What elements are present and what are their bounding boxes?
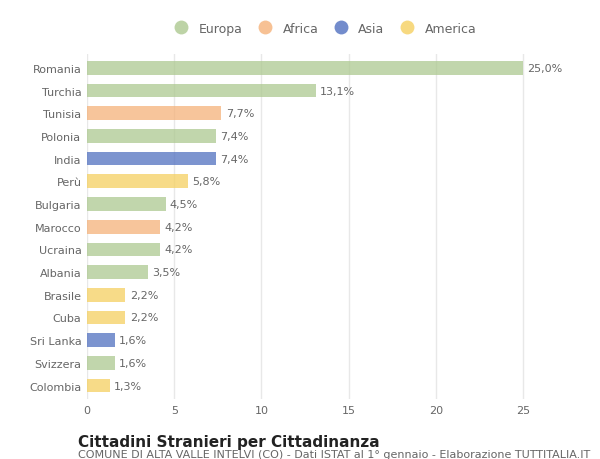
Bar (87, 62, 523, 75)
Bar (87, 107, 221, 121)
Bar (87, 198, 166, 211)
Bar (87, 220, 160, 234)
Text: 1,3%: 1,3% (114, 381, 142, 391)
Bar (87, 356, 115, 370)
Legend: Europa, Africa, Asia, America: Europa, Africa, Asia, America (166, 20, 479, 38)
Bar (87, 334, 115, 347)
Bar (87, 84, 316, 98)
Text: COMUNE DI ALTA VALLE INTELVI (CO) - Dati ISTAT al 1° gennaio - Elaborazione TUTT: COMUNE DI ALTA VALLE INTELVI (CO) - Dati… (78, 449, 590, 459)
Bar (87, 288, 125, 302)
Text: 4,2%: 4,2% (164, 222, 193, 232)
Bar (87, 243, 160, 257)
Bar (87, 266, 148, 279)
Bar (87, 175, 188, 189)
Text: Cittadini Stranieri per Cittadinanza: Cittadini Stranieri per Cittadinanza (78, 434, 380, 449)
Text: 3,5%: 3,5% (152, 268, 181, 278)
Text: 2,2%: 2,2% (130, 290, 158, 300)
Bar (87, 379, 110, 392)
Text: 7,7%: 7,7% (226, 109, 254, 119)
Text: 4,2%: 4,2% (164, 245, 193, 255)
Text: 7,4%: 7,4% (220, 154, 249, 164)
Text: 4,5%: 4,5% (170, 200, 198, 210)
Text: 1,6%: 1,6% (119, 358, 148, 368)
Text: 5,8%: 5,8% (193, 177, 221, 187)
Text: 2,2%: 2,2% (130, 313, 158, 323)
Text: 1,6%: 1,6% (119, 336, 148, 346)
Bar (87, 152, 216, 166)
Text: 13,1%: 13,1% (320, 86, 355, 96)
Bar (87, 130, 216, 143)
Bar (87, 311, 125, 325)
Text: 7,4%: 7,4% (220, 132, 249, 142)
Text: 25,0%: 25,0% (527, 64, 563, 73)
